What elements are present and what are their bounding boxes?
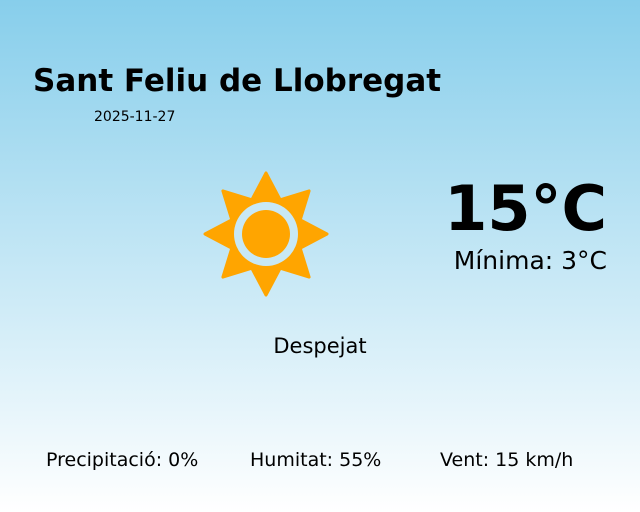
forecast-date: 2025-11-27 xyxy=(94,109,176,125)
city-name: Sant Feliu de Llobregat xyxy=(33,63,442,99)
current-temperature: 15°C xyxy=(444,172,607,245)
minimum-temperature: Mínima: 3°C xyxy=(453,246,607,275)
wind-stat: Vent: 15 km/h xyxy=(440,449,574,471)
humidity-stat: Humitat: 55% xyxy=(250,449,382,471)
weather-condition: Despejat xyxy=(273,334,367,358)
precipitation-stat: Precipitació: 0% xyxy=(46,449,199,471)
sun-icon xyxy=(203,171,329,297)
